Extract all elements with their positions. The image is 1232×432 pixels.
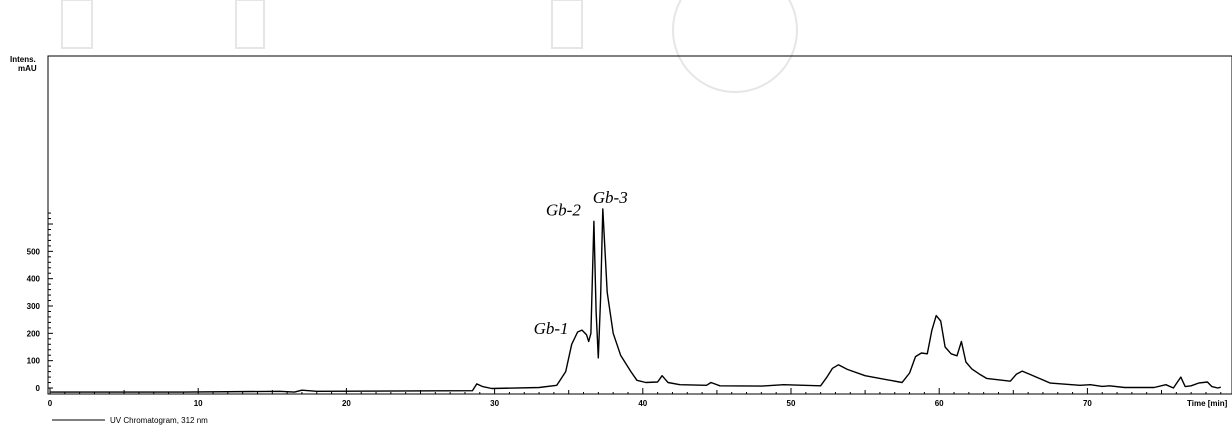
legend: UV Chromatogram, 312 nm xyxy=(52,416,208,425)
series-line xyxy=(50,208,1221,393)
y-tick-label: 0 xyxy=(36,384,41,393)
y-axis-title-line2: mAU xyxy=(18,64,37,73)
x-tick-label: 0 xyxy=(48,399,53,408)
x-axis: 0 10 20 30 40 50 60 70 xyxy=(48,388,1222,408)
peak-label: Gb-2 xyxy=(546,200,581,219)
y-tick-label: 100 xyxy=(27,357,41,366)
x-tick-label: 60 xyxy=(935,399,944,408)
x-tick-label: 20 xyxy=(342,399,351,408)
x-tick-label: 40 xyxy=(638,399,647,408)
y-tick-label: 500 xyxy=(27,247,41,256)
x-axis-title: Time [min] xyxy=(1187,399,1228,408)
x-tick-label: 70 xyxy=(1083,399,1092,408)
peak-label: Gb-1 xyxy=(534,319,569,338)
plot-frame xyxy=(47,55,1232,395)
x-tick-label: 10 xyxy=(194,399,203,408)
y-axis: 0 100 200 300 400 500 xyxy=(27,212,53,393)
watermark-logo xyxy=(61,0,798,93)
x-tick-label: 50 xyxy=(787,399,796,408)
y-tick-label: 300 xyxy=(27,302,41,311)
peak-label: Gb-3 xyxy=(593,188,628,207)
x-tick-label: 30 xyxy=(490,399,499,408)
legend-label: UV Chromatogram, 312 nm xyxy=(110,416,208,425)
y-tick-label: 400 xyxy=(27,275,41,284)
y-tick-label: 200 xyxy=(27,329,41,338)
y-axis-title-line1: Intens. xyxy=(10,55,36,64)
peak-annotations: Gb-1 Gb-2 Gb-3 xyxy=(534,188,628,338)
series-layer xyxy=(50,208,1221,393)
